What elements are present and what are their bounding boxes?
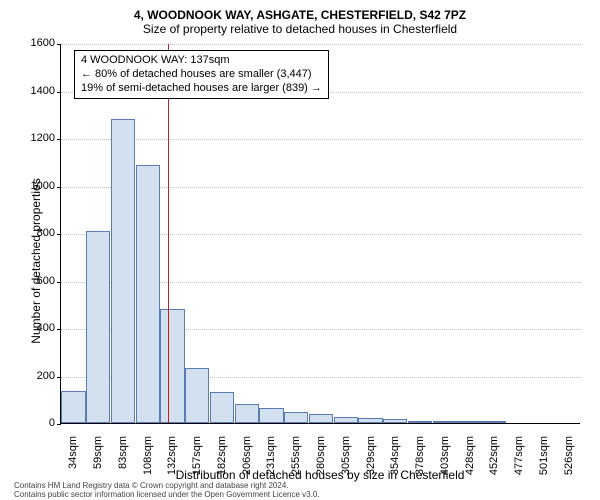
histogram-bar [235, 404, 259, 423]
y-tick-mark [57, 282, 61, 283]
histogram-bar [111, 119, 135, 423]
y-tick-mark [57, 377, 61, 378]
histogram-chart: 0200400600800100012001400160034sqm59sqm8… [60, 44, 580, 424]
x-axis-label: Distribution of detached houses by size … [60, 468, 580, 482]
y-tick-label: 1400 [13, 85, 55, 97]
histogram-bar [259, 408, 283, 423]
histogram-bar [358, 418, 382, 423]
y-tick-mark [57, 187, 61, 188]
histogram-bar [482, 421, 506, 423]
histogram-bar [136, 165, 160, 423]
y-tick-mark [57, 234, 61, 235]
histogram-bar [334, 417, 358, 423]
histogram-bar [383, 419, 407, 423]
histogram-bar [433, 421, 457, 423]
plot-region: 0200400600800100012001400160034sqm59sqm8… [60, 44, 580, 424]
histogram-bar [86, 231, 110, 423]
property-marker-line [168, 44, 169, 423]
histogram-bar [160, 309, 184, 423]
footer-attribution: Contains HM Land Registry data © Crown c… [14, 482, 320, 500]
histogram-bar [408, 421, 432, 423]
histogram-bar [284, 412, 308, 423]
y-tick-mark [57, 139, 61, 140]
gridline [61, 139, 581, 140]
footer-line2: Contains public sector information licen… [14, 491, 320, 500]
chart-subtitle: Size of property relative to detached ho… [0, 22, 600, 36]
y-tick-mark [57, 44, 61, 45]
annotation-line2: ← 80% of detached houses are smaller (3,… [81, 68, 322, 82]
annotation-line1: 4 WOODNOOK WAY: 137sqm [81, 54, 322, 68]
annotation-box: 4 WOODNOOK WAY: 137sqm ← 80% of detached… [74, 50, 329, 99]
y-axis-label: Number of detached properties [29, 111, 43, 411]
y-tick-mark [57, 424, 61, 425]
histogram-bar [185, 368, 209, 423]
chart-title-address: 4, WOODNOOK WAY, ASHGATE, CHESTERFIELD, … [0, 8, 600, 22]
annotation-line3: 19% of semi-detached houses are larger (… [81, 82, 322, 96]
y-tick-label: 0 [13, 417, 55, 429]
histogram-bar [309, 414, 333, 424]
histogram-bar [61, 391, 85, 423]
y-tick-label: 1600 [13, 37, 55, 49]
histogram-bar [457, 421, 481, 423]
histogram-bar [210, 392, 234, 423]
y-tick-mark [57, 92, 61, 93]
y-tick-mark [57, 329, 61, 330]
gridline [61, 44, 581, 45]
